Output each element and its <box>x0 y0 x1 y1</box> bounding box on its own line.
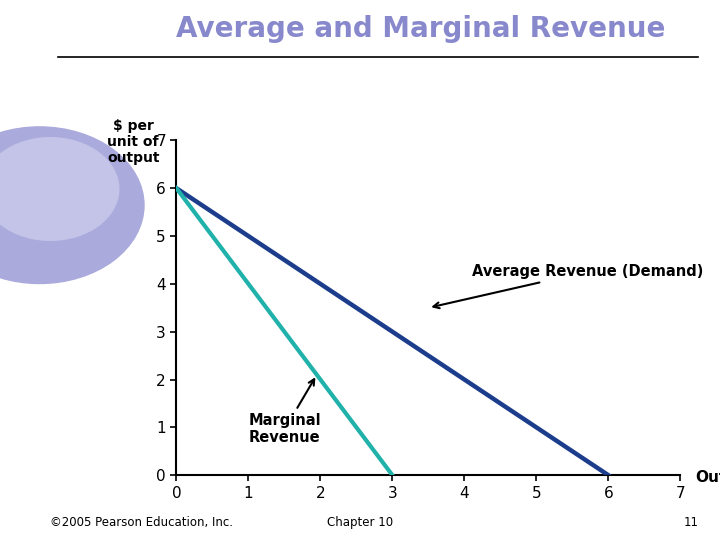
Text: Average Revenue (Demand): Average Revenue (Demand) <box>433 264 703 308</box>
Text: Marginal
Revenue: Marginal Revenue <box>248 379 321 446</box>
Text: 11: 11 <box>683 516 698 529</box>
Text: $ per
unit of
output: $ per unit of output <box>107 119 159 165</box>
Text: Average and Marginal Revenue: Average and Marginal Revenue <box>176 15 666 43</box>
Text: ©2005 Pearson Education, Inc.: ©2005 Pearson Education, Inc. <box>50 516 233 529</box>
Text: Output: Output <box>695 470 720 485</box>
Text: Chapter 10: Chapter 10 <box>327 516 393 529</box>
